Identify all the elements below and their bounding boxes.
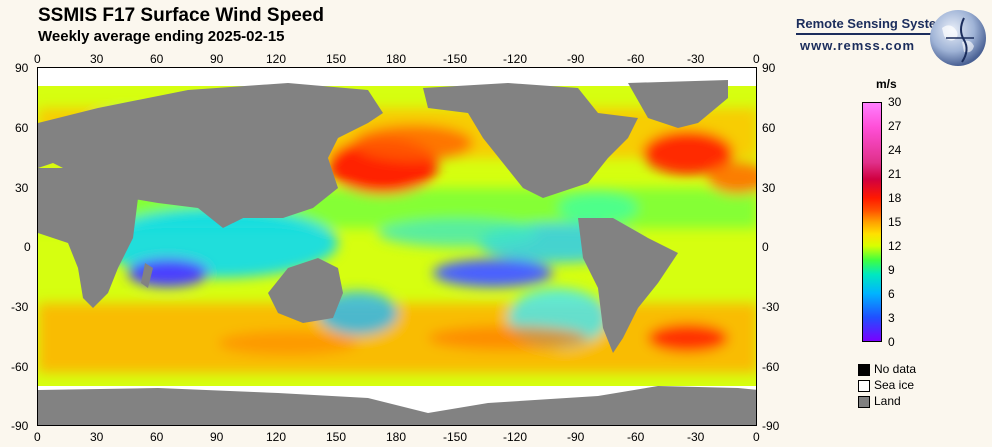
legend-label-land: Land [874,394,901,408]
map-canvas [38,68,756,425]
lon-tick-bottom-m120: -120 [503,430,528,444]
legend-label-sea-ice: Sea ice [874,378,915,392]
lat-tick-right-30: 30 [762,181,776,195]
lon-tick-top-m120: -120 [503,52,528,66]
lon-tick-bottom-0: 0 [34,430,41,444]
legend-label-no-data: No data [874,362,917,376]
lon-tick-top-m90: -90 [567,52,585,66]
lon-tick-bottom-30: 30 [90,430,104,444]
lon-tick-top-180: 180 [386,52,407,66]
logo-url: www.remss.com [800,38,916,53]
colorbar-tick-24: 24 [888,143,902,157]
lon-tick-bottom-60: 60 [150,430,164,444]
colorbar-tick-0: 0 [888,335,895,349]
lat-tick-left-m30: -30 [11,300,29,314]
lon-tick-top-m60: -60 [627,52,645,66]
lon-tick-top-90: 90 [210,52,224,66]
map-subtitle: Weekly average ending 2025-02-15 [38,28,285,45]
lon-tick-bottom-m30: -30 [687,430,705,444]
lat-tick-left-0: 0 [24,240,31,254]
lon-tick-bottom-150: 150 [326,430,347,444]
lon-tick-top-30: 30 [90,52,104,66]
lon-tick-top-0-right: 0 [753,52,760,66]
lat-tick-right-90: 90 [762,61,776,75]
lon-tick-bottom-120: 120 [266,430,287,444]
colorbar-unit: m/s [876,77,897,91]
wind-speed-map [37,67,757,426]
colorbar-tick-21: 21 [888,167,902,181]
colorbar-tick-30: 30 [888,95,902,109]
lon-tick-bottom-90: 90 [210,430,224,444]
legend-swatch-no-data [858,364,870,376]
colorbar-tick-12: 12 [888,239,902,253]
lat-tick-right-0: 0 [762,240,769,254]
lon-tick-bottom-m60: -60 [627,430,645,444]
lat-tick-right-m30: -30 [762,300,780,314]
colorbar-tick-3: 3 [888,311,895,325]
lon-tick-top-60: 60 [150,52,164,66]
globe-logo-icon [930,10,986,66]
map-title: SSMIS F17 Surface Wind Speed [38,5,324,26]
lat-tick-left-m90: -90 [11,419,29,433]
logo-rule [796,33,956,35]
lat-tick-left-m60: -60 [11,360,29,374]
logo-name: Remote Sensing Systems [796,16,955,31]
colorbar-tick-18: 18 [888,191,902,205]
lon-tick-top-m150: -150 [443,52,468,66]
lat-tick-right-m60: -60 [762,360,780,374]
lon-tick-top-150: 150 [326,52,347,66]
lon-tick-bottom-m90: -90 [567,430,585,444]
colorbar-tick-6: 6 [888,287,895,301]
lat-tick-left-60: 60 [15,121,29,135]
lon-tick-bottom-m150: -150 [443,430,468,444]
colorbar [862,102,882,342]
colorbar-tick-15: 15 [888,215,902,229]
lon-tick-top-120: 120 [266,52,287,66]
lon-tick-bottom-0-right: 0 [753,430,760,444]
lon-tick-top-0: 0 [34,52,41,66]
lat-tick-right-m90: -90 [762,419,780,433]
lat-tick-left-30: 30 [15,181,29,195]
lat-tick-right-60: 60 [762,121,776,135]
legend-swatch-land [858,396,870,408]
colorbar-tick-27: 27 [888,119,902,133]
lon-tick-bottom-180: 180 [386,430,407,444]
colorbar-tick-9: 9 [888,263,895,277]
legend-swatch-sea-ice [858,380,870,392]
lon-tick-top-m30: -30 [687,52,705,66]
lat-tick-left-90: 90 [15,61,29,75]
